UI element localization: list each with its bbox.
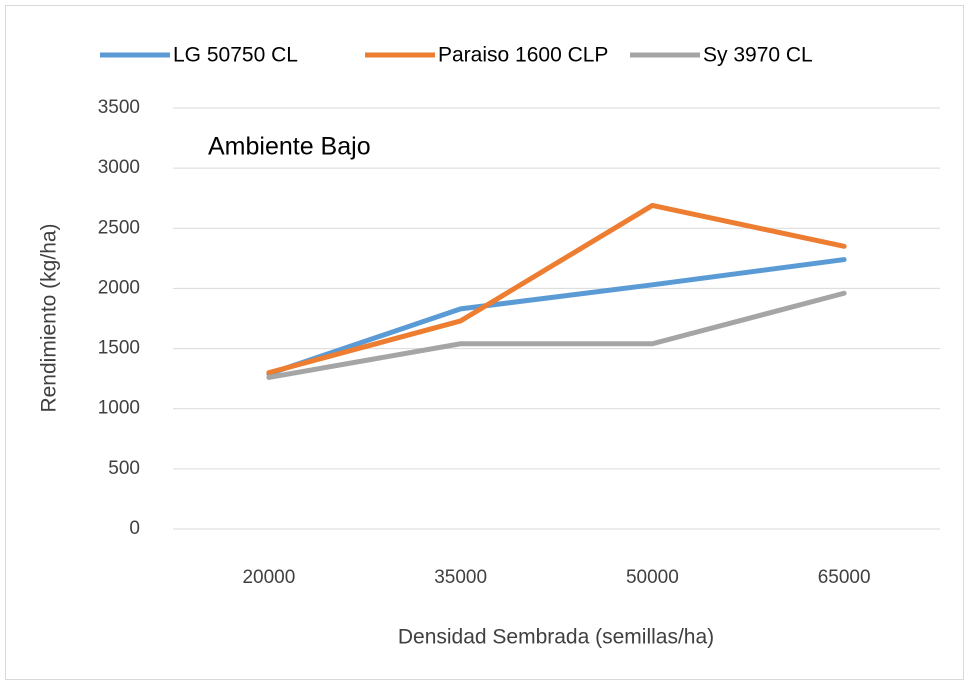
annotation: Ambiente Bajo: [208, 133, 371, 161]
x-axis-label: Densidad Sembrada (semillas/ha): [398, 626, 714, 649]
legend-label: Sy 3970 CL: [703, 44, 813, 67]
series-line: [266, 257, 847, 377]
y-tick-label: 1000: [98, 398, 140, 419]
series-line: [266, 290, 847, 380]
y-tick-label: 2500: [98, 217, 140, 238]
y-axis-label: Rendimiento (kg/ha): [38, 223, 61, 412]
legend-label: LG 50750 CL: [173, 44, 298, 67]
x-tick-label: 20000: [242, 567, 295, 588]
legend-label: Paraiso 1600 CLP: [438, 44, 608, 67]
x-tick-label: 35000: [434, 567, 487, 588]
y-tick-label: 3500: [98, 97, 140, 118]
x-tick-label: 50000: [626, 567, 679, 588]
y-tick-label: 1500: [98, 338, 140, 359]
series-line: [266, 202, 847, 376]
y-tick-label: 500: [108, 458, 140, 479]
y-tick-label: 3000: [98, 157, 140, 178]
y-tick-label: 2000: [98, 277, 140, 298]
x-tick-label: 65000: [818, 567, 871, 588]
y-tick-label: 0: [129, 518, 140, 539]
